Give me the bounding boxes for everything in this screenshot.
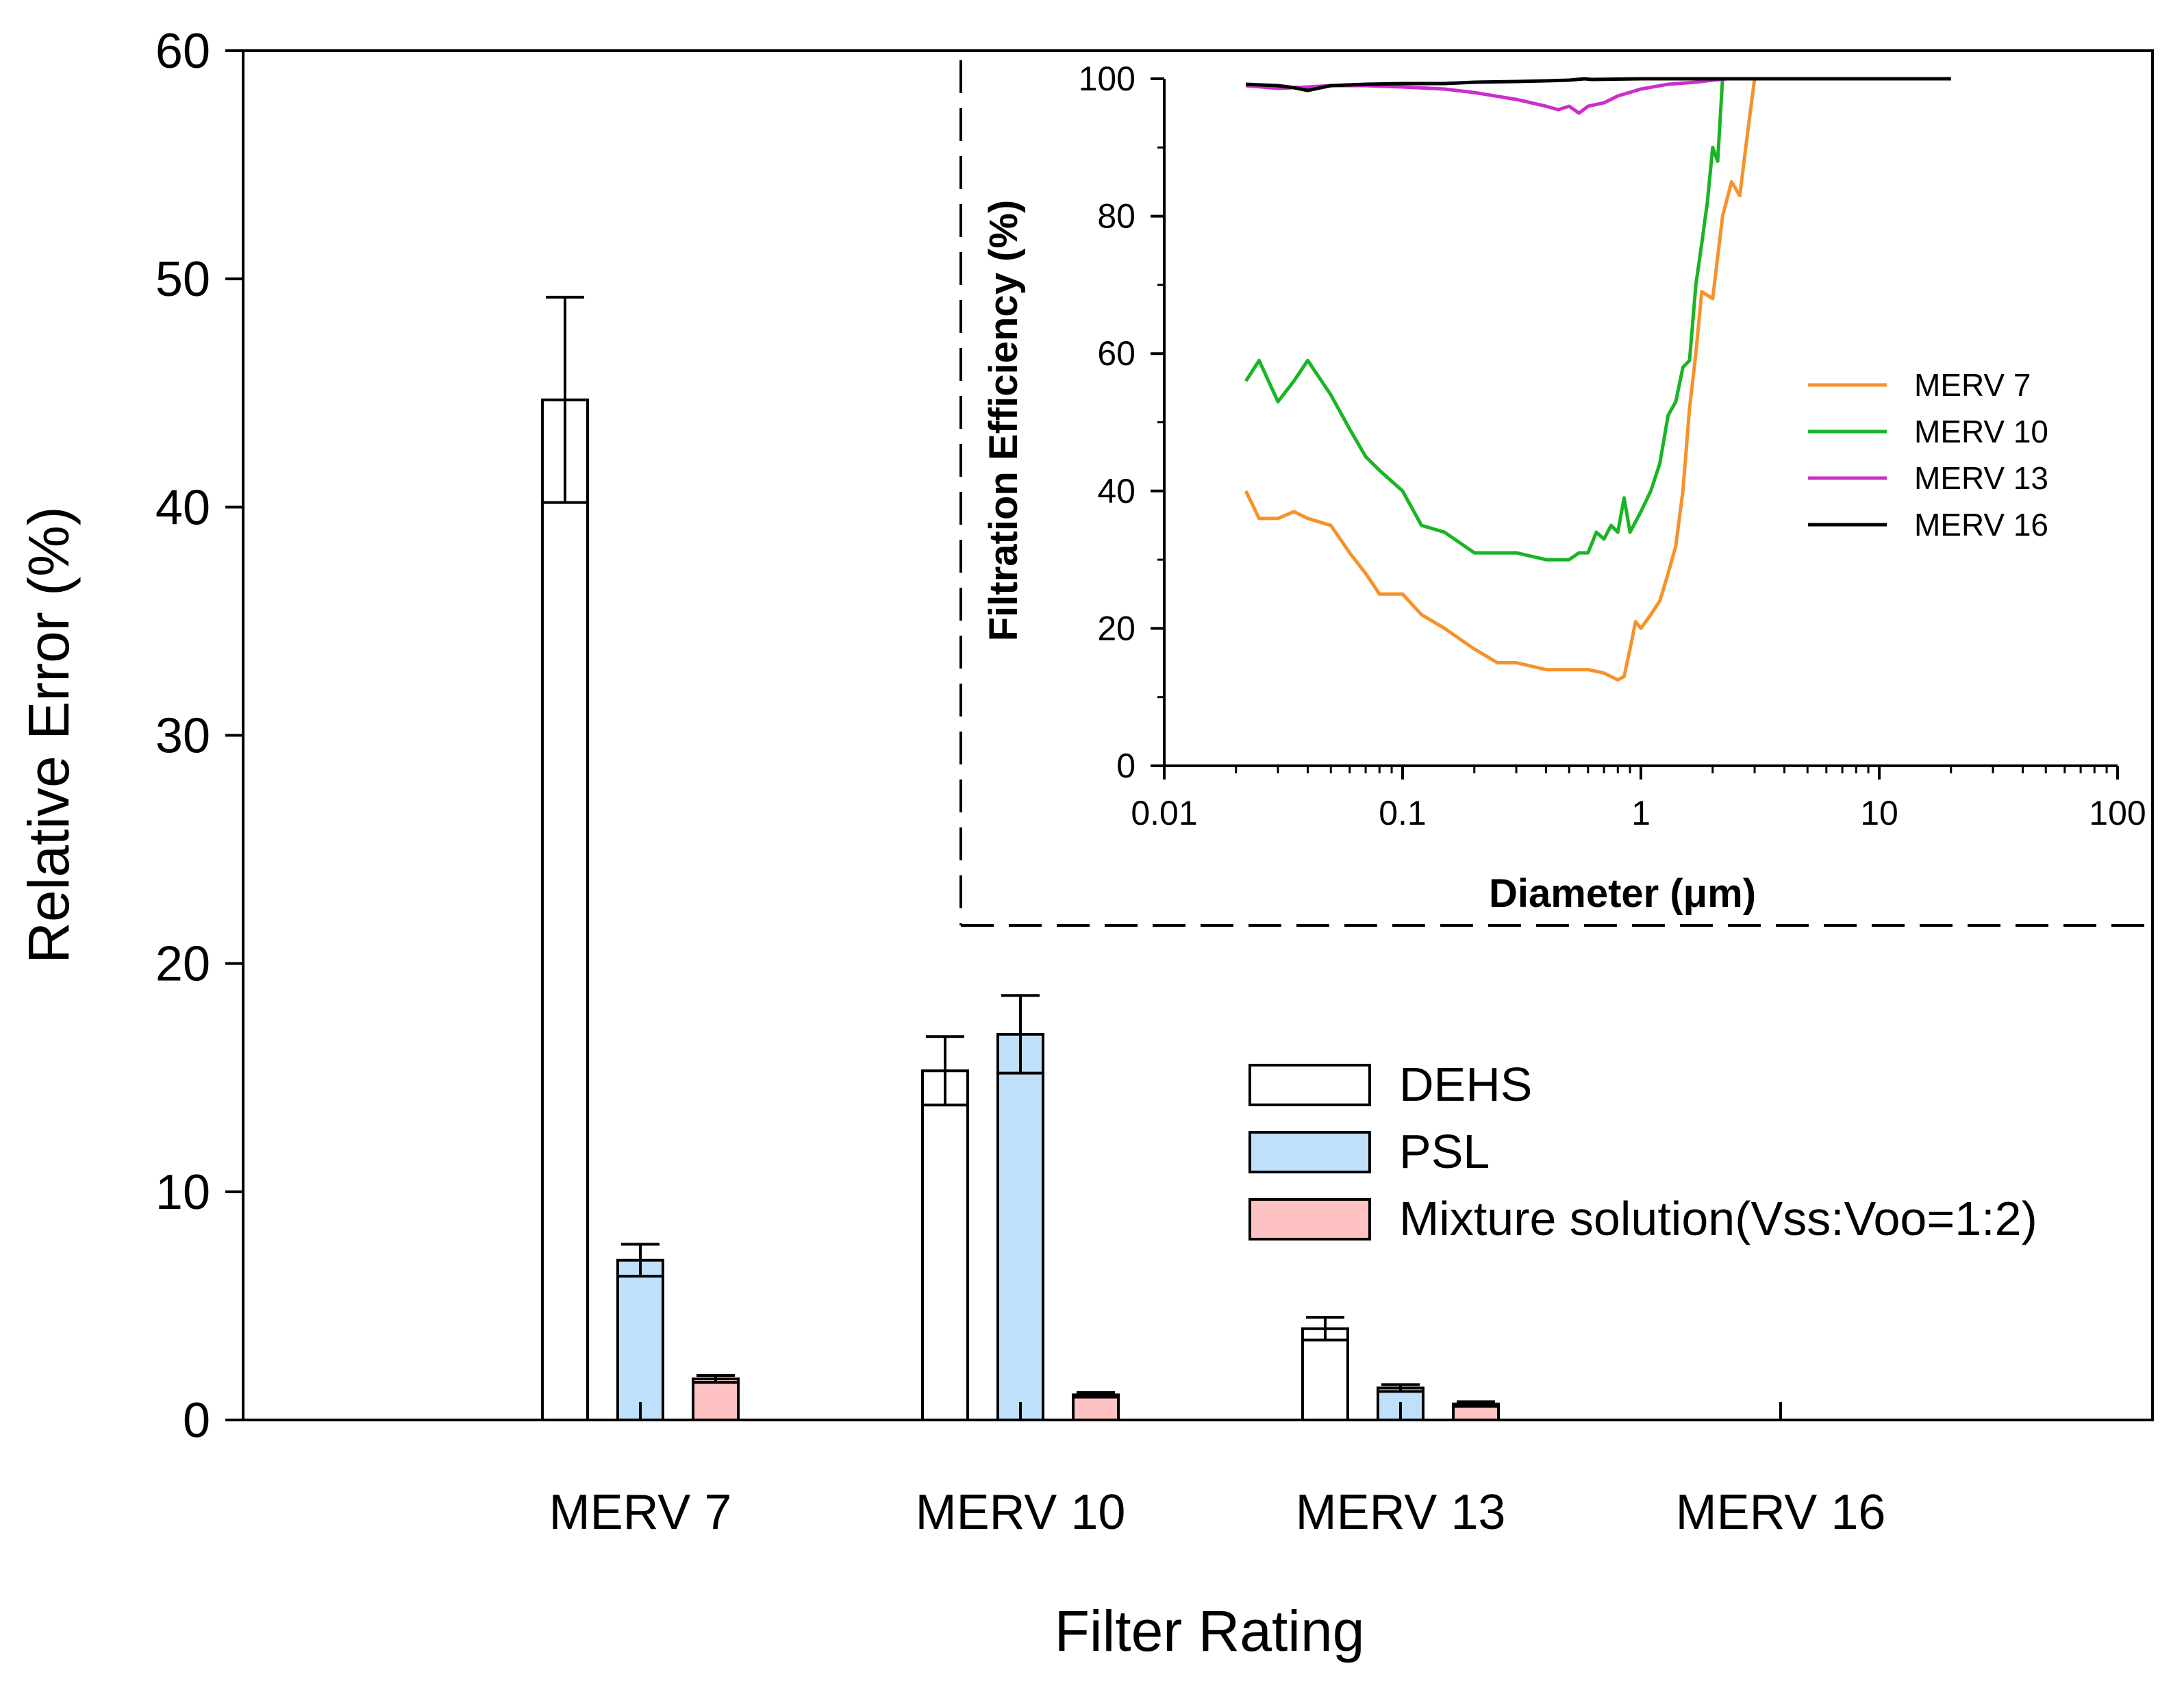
bar-1-0	[616, 1258, 664, 1421]
error-bar-0-2	[1303, 1316, 1348, 1342]
main-x-tick-label: MERV 7	[549, 1485, 732, 1540]
main-y-tick-label: 10	[155, 1165, 210, 1220]
main-y-tick-label: 20	[155, 937, 210, 992]
legend-swatch	[1248, 1198, 1371, 1241]
inset-series-line-1	[1244, 78, 1724, 562]
inset-chart: 0 20 40 60 80 100 0.01 0.1 1 10 100 Filtration Eff…	[959, 60, 2152, 927]
inset-legend-label: MERV 13	[1914, 460, 2048, 496]
inset-x-tick-label: 0.01	[1131, 794, 1197, 832]
inset-legend: MERV 7 MERV 10 MERV 13 MERV 16	[1808, 367, 2048, 543]
inset-y-tick-label: 100	[1079, 60, 1135, 98]
inset-legend-label: MERV 16	[1914, 507, 2048, 543]
bar-2-0	[692, 1377, 740, 1422]
legend-swatch	[1248, 1131, 1371, 1173]
inset-x-tick-label: 10	[1860, 794, 1898, 832]
inset-legend-label: MERV 7	[1914, 367, 2031, 403]
main-y-axis-label: Relative Error (%)	[16, 506, 81, 963]
main-x-tick-label: MERV 10	[916, 1485, 1126, 1540]
error-bar-2-2	[1453, 1400, 1498, 1408]
error-bar-1-2	[1378, 1383, 1423, 1393]
main-y-tick-label: 60	[155, 24, 210, 79]
bar-1-1	[996, 1032, 1044, 1422]
main-x-ticks: MERV 7 MERV 10 MERV 13 MERV 16	[549, 1402, 1886, 1540]
inset-axes: 0 20 40 60 80 100 0.01 0.1 1 10 100	[1079, 60, 2146, 832]
main-x-axis-label: Filter Rating	[1055, 1599, 1365, 1663]
inset-y-tick-label: 20	[1097, 609, 1135, 647]
inset-y-tick-label: 0	[1116, 747, 1135, 785]
inset-x-tick-label: 100	[2089, 794, 2146, 832]
inset-lines	[1244, 77, 1951, 682]
main-x-tick-label: MERV 16	[1676, 1485, 1886, 1540]
bar-0-0	[541, 398, 589, 1421]
error-bar-1-0	[618, 1243, 663, 1278]
legend-label: PSL	[1399, 1125, 1490, 1178]
inset-y-axis-label: Filtration Efficiency (%)	[981, 200, 1026, 642]
error-bar-0-0	[542, 295, 588, 504]
error-bar-1-1	[998, 994, 1043, 1075]
inset-y-tick-label: 60	[1097, 334, 1135, 373]
main-legend: DEHS PSL Mixture solution(Vss:Voo=1:2)	[1248, 1058, 2037, 1245]
inset-series-line-3	[1246, 77, 1951, 92]
main-y-tick-label: 40	[155, 480, 210, 535]
legend-swatch	[1248, 1064, 1371, 1106]
inset-x-tick-label: 0.1	[1379, 794, 1427, 832]
bar-2-1	[1072, 1393, 1120, 1422]
inset-series-line-0	[1244, 78, 1757, 682]
inset-y-tick-label: 80	[1097, 197, 1135, 236]
bar-0-2	[1301, 1327, 1349, 1421]
bar-0-1	[921, 1069, 969, 1421]
main-error-bars	[542, 295, 1498, 1408]
error-bar-2-0	[693, 1374, 738, 1384]
inset-x-tick-label: 1	[1631, 794, 1650, 832]
main-y-tick-label: 50	[155, 252, 210, 307]
inset-y-tick-label: 40	[1097, 472, 1135, 510]
inset-legend-label: MERV 10	[1914, 414, 2048, 449]
main-y-tick-label: 30	[155, 709, 210, 764]
error-bar-2-1	[1073, 1391, 1118, 1399]
legend-label: DEHS	[1399, 1058, 1532, 1111]
inset-x-axis-label: Diameter (μm)	[1489, 871, 1756, 916]
legend-label: Mixture solution(Vss:Voo=1:2)	[1399, 1192, 2037, 1245]
main-y-ticks: 0 10 20 30 40 50 60	[155, 24, 243, 1448]
error-bar-0-1	[922, 1035, 968, 1107]
main-y-tick-label: 0	[183, 1393, 210, 1448]
main-x-tick-label: MERV 13	[1296, 1485, 1506, 1540]
